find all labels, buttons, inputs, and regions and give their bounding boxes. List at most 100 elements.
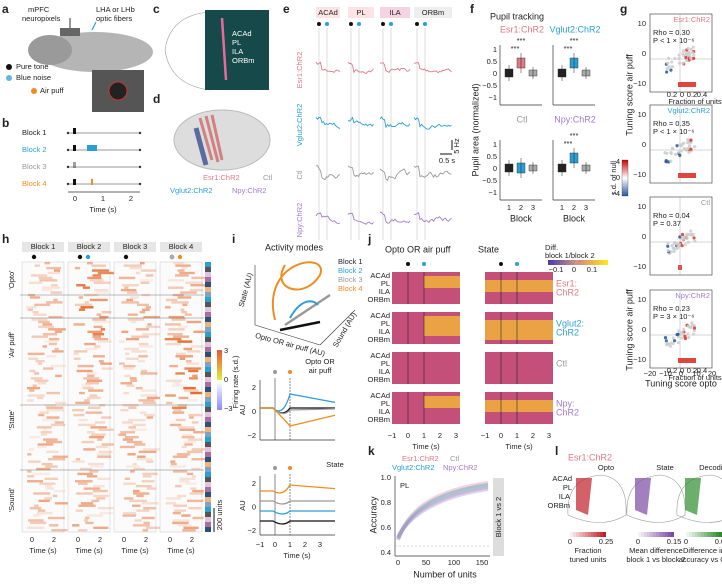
- heat-cell: [133, 467, 145, 471]
- xlabel-text: Block: [510, 213, 533, 223]
- heat-cell: [31, 335, 48, 338]
- cue-dot: [499, 262, 503, 266]
- region-fill: [685, 478, 701, 515]
- heat-cell: [94, 337, 109, 341]
- scatter-point: [669, 68, 673, 72]
- heat-cell: [126, 465, 141, 468]
- tone-mark: [73, 128, 76, 134]
- cluster-cell: [205, 497, 211, 502]
- noise-dot: [6, 75, 12, 81]
- heat-cell: [167, 286, 184, 289]
- yticks-text: −10: [633, 170, 646, 179]
- scatter-point: [666, 342, 670, 347]
- scatter-point: [671, 246, 675, 250]
- heat-cell: [123, 347, 139, 351]
- mode-trace: [260, 510, 335, 515]
- heat-cell: [50, 364, 66, 368]
- cue-dot: [77, 254, 83, 260]
- heat-cell: [139, 279, 154, 282]
- colorbar-cell: [716, 532, 719, 537]
- heat-cell: [53, 298, 58, 302]
- heat-cell: [83, 519, 88, 522]
- scatter-point: [679, 144, 683, 148]
- cluster-cell: [205, 477, 211, 482]
- heat-cell: [27, 475, 35, 478]
- colorbar-cell: [217, 372, 222, 374]
- colorbar-cell: [597, 532, 600, 537]
- mode-b-text: State: [326, 460, 344, 469]
- scatter-point: [666, 241, 670, 245]
- heat-cell: [91, 465, 104, 468]
- yticks-text: 0.6: [381, 523, 391, 532]
- heat-cell: [121, 330, 129, 333]
- heat-cell: [191, 475, 197, 478]
- colorbar-cell: [605, 260, 608, 265]
- heat-cell: [75, 401, 90, 405]
- heat-cell: [177, 524, 192, 527]
- line-text: Npy:ChR2: [675, 291, 710, 300]
- scatter-point: [684, 55, 688, 60]
- scatter-point: [691, 45, 695, 49]
- scatter-point: [687, 150, 691, 154]
- titles-text: State: [656, 463, 674, 472]
- yticks-text: 0: [642, 140, 646, 149]
- legend-text: Npy:ChR2: [443, 463, 478, 472]
- heat-cell: [38, 499, 50, 503]
- xticks-text: 1: [507, 203, 511, 212]
- heat-cell: [145, 274, 154, 277]
- heat-cell: [143, 315, 161, 319]
- colorbar-cell: [584, 260, 587, 265]
- heat-cell: [73, 413, 85, 417]
- yticks-text: 0: [642, 49, 646, 58]
- colorbar-cell: [217, 386, 222, 388]
- heat-cell: [193, 330, 208, 333]
- heat-cell: [172, 455, 188, 458]
- heat-cell: [89, 298, 108, 302]
- cluster-cell: [205, 437, 211, 442]
- axes3d-text: Opto OR air puff (AU): [254, 331, 326, 358]
- scatter-point: [693, 145, 697, 149]
- heat-cell: [42, 438, 58, 441]
- heat-cell: [43, 367, 54, 370]
- scatter-point: [668, 344, 673, 348]
- colorbar-cell: [217, 402, 222, 404]
- heat-cell: [166, 401, 173, 405]
- cluster-cell: [205, 362, 211, 367]
- accuracy-curve: [396, 481, 489, 541]
- heat-cell: [48, 328, 66, 331]
- colorbar-cell: [217, 368, 222, 370]
- heat-cell: [91, 499, 100, 503]
- heat-hot: [485, 280, 553, 292]
- scatter-point: [673, 56, 677, 61]
- heat-cell: [169, 364, 178, 368]
- colorbar-cell: [217, 378, 222, 380]
- xticks-text: 10: [692, 369, 700, 378]
- colorbar-cell: [217, 408, 222, 410]
- heat-cell: [29, 507, 42, 510]
- heat-cell: [146, 396, 164, 400]
- colorbar-cell: [638, 532, 641, 537]
- cluster-cell: [205, 472, 211, 477]
- heat-cell: [44, 497, 52, 500]
- regions-text: ACAd: [552, 474, 572, 483]
- scatter-point: [682, 141, 686, 145]
- scatter-point: [670, 60, 674, 64]
- rate-trace: [379, 116, 411, 129]
- p-text: P < 1 × 10⁻⁶: [653, 127, 695, 136]
- scatter-point: [687, 335, 691, 340]
- colorbar-cell: [665, 532, 668, 537]
- heat-cell: [47, 271, 61, 275]
- heat-cell: [93, 325, 103, 329]
- scatter-point: [666, 244, 670, 248]
- heat-cell: [124, 435, 139, 439]
- heat-cell: [94, 345, 101, 348]
- cluster-cell: [205, 517, 211, 522]
- scatter-point: [689, 47, 693, 52]
- titles-text: Opto OR air puff: [385, 244, 451, 254]
- xlabel-text: Number of units: [413, 569, 477, 579]
- yticks-text: 0: [493, 164, 497, 173]
- colorbar-cell: [569, 260, 572, 265]
- scatter-point: [692, 326, 697, 330]
- colorbar-cell: [578, 260, 581, 265]
- cbar-ticks-text: 3: [224, 346, 228, 355]
